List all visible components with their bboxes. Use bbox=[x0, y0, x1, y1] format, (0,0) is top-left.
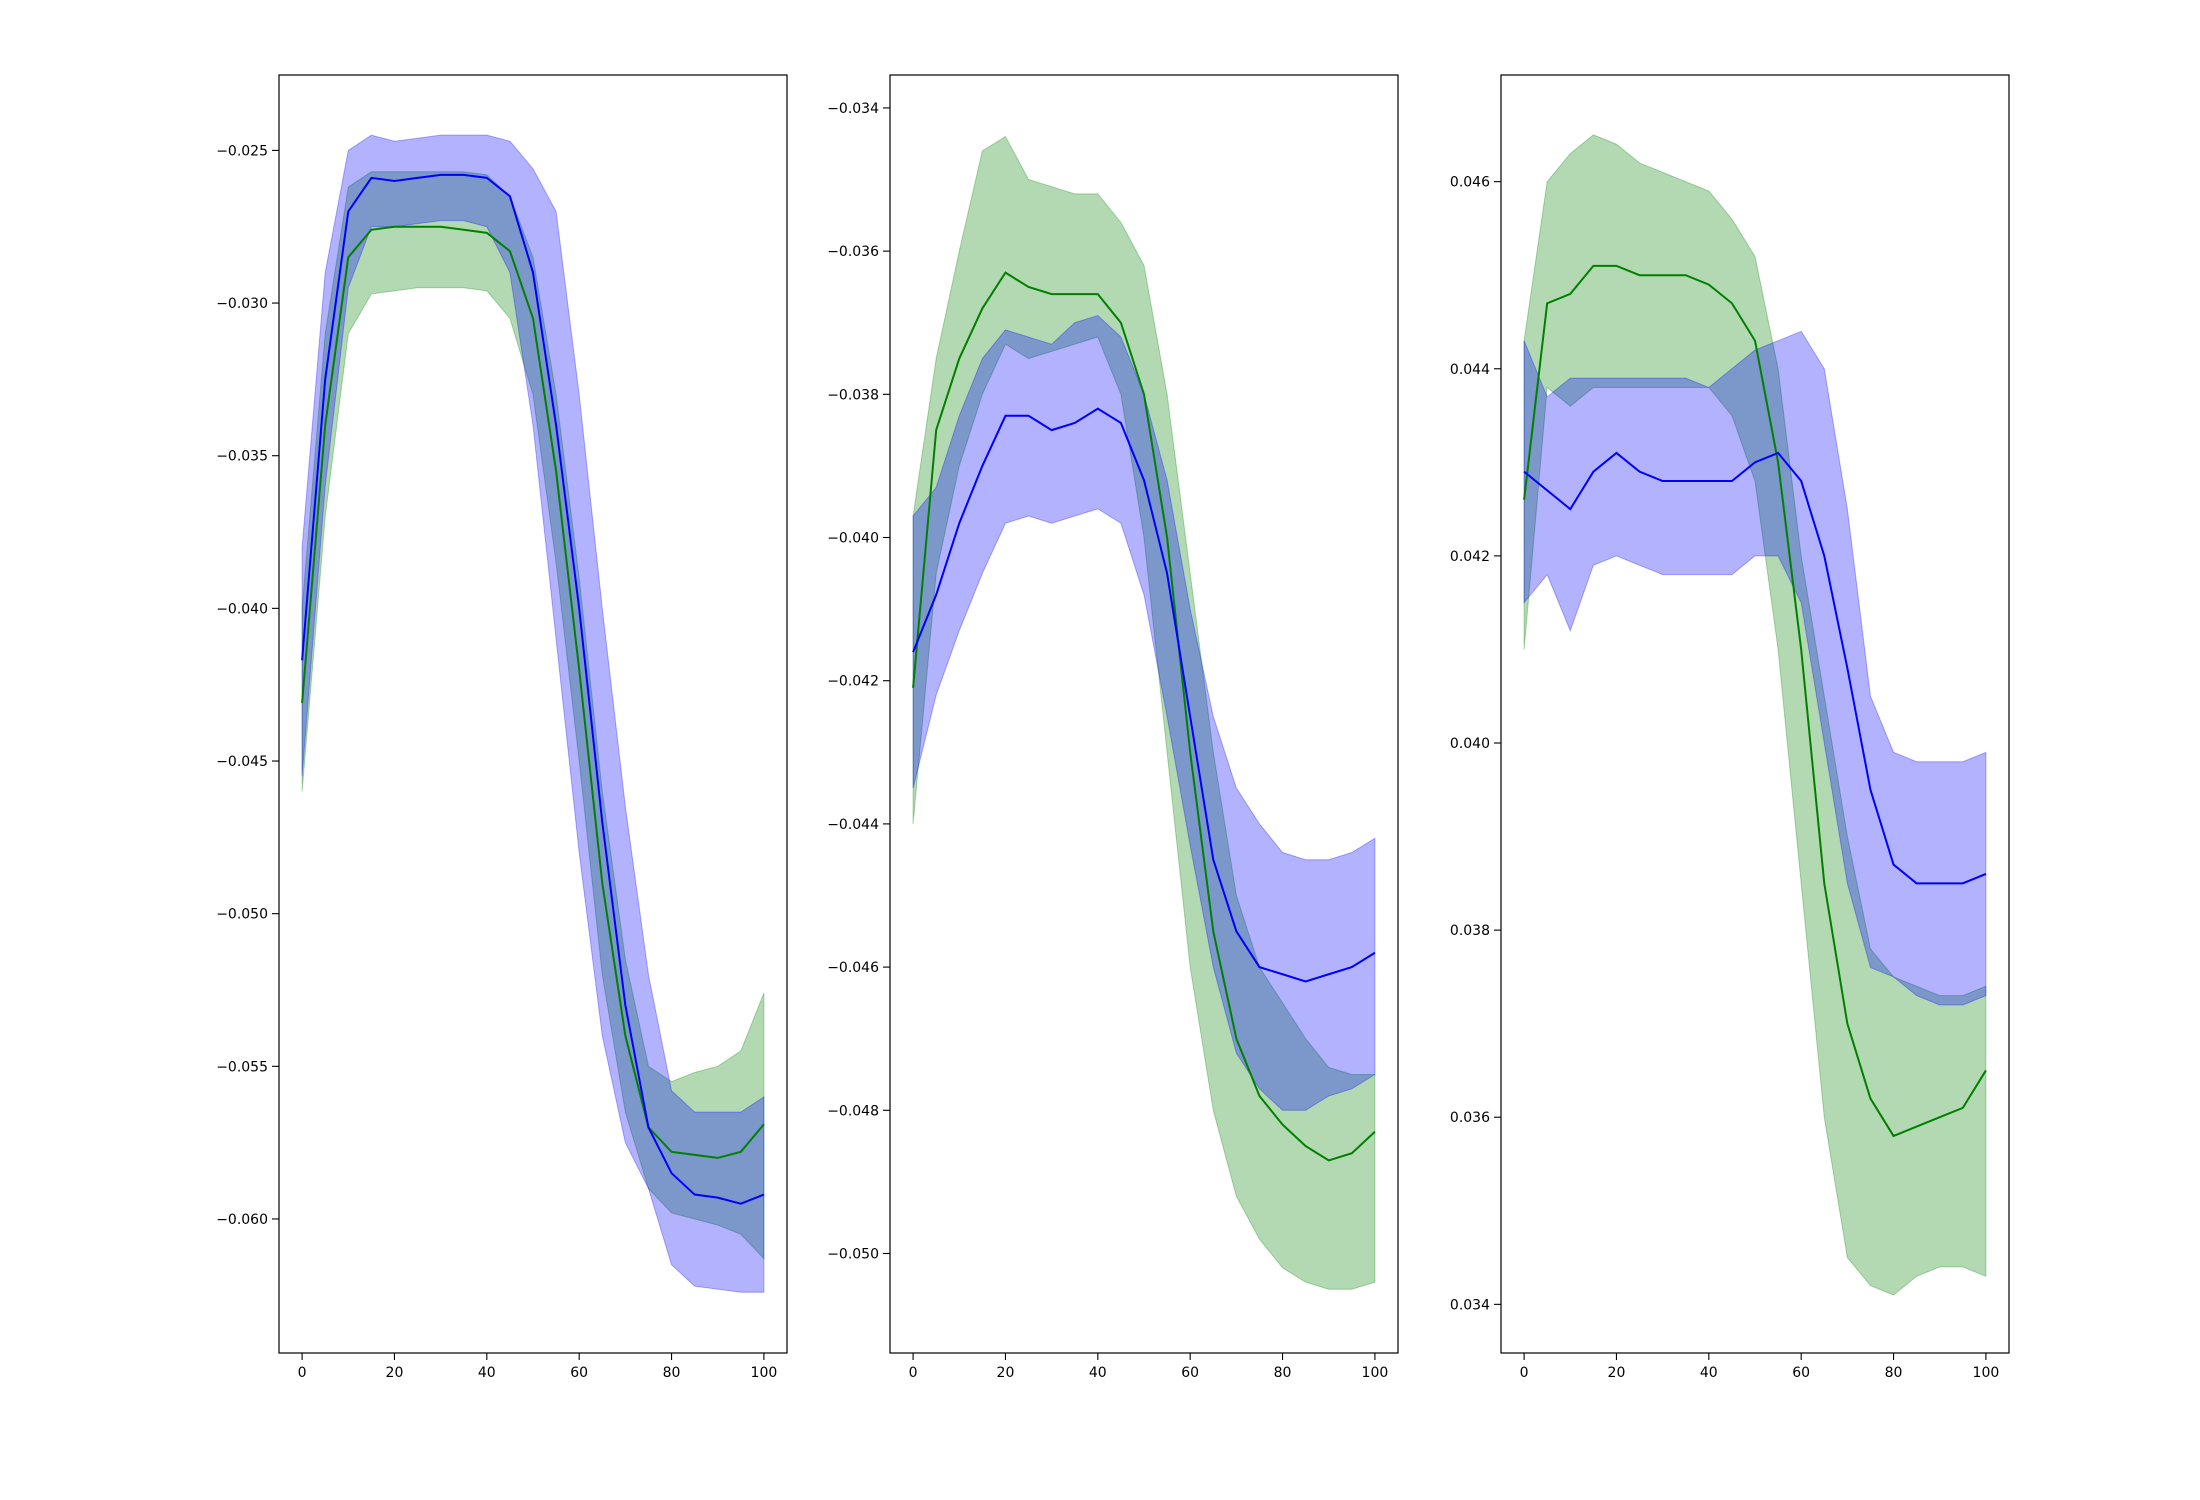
y-tick-label: −0.042 bbox=[827, 674, 879, 690]
confidence-band bbox=[912, 315, 1376, 1111]
axes-frame bbox=[278, 74, 788, 1354]
y-tick-label: 0.046 bbox=[1450, 175, 1490, 191]
y-tick-label: −0.034 bbox=[827, 101, 879, 117]
x-tick-label: 0 bbox=[298, 1365, 307, 1381]
y-tick-label: 0.044 bbox=[1450, 362, 1490, 378]
axes-frame bbox=[1500, 74, 2010, 1354]
y-tick-label: −0.035 bbox=[216, 449, 268, 465]
mean-line bbox=[301, 173, 765, 1205]
y-tick-label: −0.030 bbox=[216, 296, 268, 312]
y-tick-label: −0.055 bbox=[216, 1059, 268, 1075]
x-tick-label: 0 bbox=[1520, 1365, 1529, 1381]
x-tick-label: 80 bbox=[1885, 1365, 1903, 1381]
mean-line bbox=[912, 271, 1376, 1162]
y-tick-label: −0.046 bbox=[827, 960, 879, 976]
y-tick-label: 0.034 bbox=[1450, 1297, 1490, 1313]
confidence-band bbox=[301, 171, 765, 1260]
y-tick-label: −0.044 bbox=[827, 817, 879, 833]
y-tick-label: −0.036 bbox=[827, 244, 879, 260]
y-tick-label: −0.038 bbox=[827, 387, 879, 403]
y-tick-label: −0.060 bbox=[216, 1212, 268, 1228]
subplot: 0 20 40 60 80 100 0.034 0.036 0.038 0.040 0.042 0.0… bbox=[1450, 74, 2010, 1381]
confidence-band bbox=[1523, 134, 1987, 1296]
y-tick-label: 0.038 bbox=[1450, 923, 1490, 939]
y-tick-label: −0.050 bbox=[827, 1246, 879, 1262]
x-tick-label: 20 bbox=[997, 1365, 1015, 1381]
x-tick-label: 100 bbox=[1973, 1365, 2000, 1381]
x-tick-label: 0 bbox=[909, 1365, 918, 1381]
subplot: 0 20 40 60 80 100 −0.060 −0.055 −0.050 −0.045 −0.0… bbox=[216, 74, 788, 1381]
y-tick-label: −0.040 bbox=[216, 601, 268, 617]
x-tick-label: 60 bbox=[570, 1365, 588, 1381]
x-tick-label: 80 bbox=[663, 1365, 681, 1381]
y-tick-label: −0.050 bbox=[216, 907, 268, 923]
x-tick-label: 60 bbox=[1792, 1365, 1810, 1381]
confidence-band bbox=[301, 134, 765, 1293]
subplot: 0 20 40 60 80 100 −0.050 −0.048 −0.046 −0.044 −0.0… bbox=[827, 74, 1399, 1381]
x-tick-label: 60 bbox=[1181, 1365, 1199, 1381]
x-tick-label: 100 bbox=[1362, 1365, 1389, 1381]
y-tick-label: 0.042 bbox=[1450, 549, 1490, 565]
axes-frame bbox=[889, 74, 1399, 1354]
mean-line bbox=[912, 407, 1376, 983]
y-tick-label: −0.040 bbox=[827, 531, 879, 547]
mean-line bbox=[1523, 451, 1987, 885]
y-tick-label: −0.048 bbox=[827, 1103, 879, 1119]
x-tick-label: 40 bbox=[1700, 1365, 1718, 1381]
mean-line bbox=[301, 225, 765, 1159]
x-tick-label: 20 bbox=[386, 1365, 404, 1381]
y-tick-label: −0.025 bbox=[216, 143, 268, 159]
y-tick-label: 0.036 bbox=[1450, 1110, 1490, 1126]
y-tick-label: 0.040 bbox=[1450, 736, 1490, 752]
x-tick-label: 40 bbox=[478, 1365, 496, 1381]
x-tick-label: 80 bbox=[1274, 1365, 1292, 1381]
confidence-band bbox=[912, 135, 1376, 1290]
x-tick-label: 40 bbox=[1089, 1365, 1107, 1381]
confidence-band bbox=[1523, 330, 1987, 1006]
x-tick-label: 20 bbox=[1608, 1365, 1626, 1381]
mean-line bbox=[1523, 264, 1987, 1138]
y-tick-label: −0.045 bbox=[216, 754, 268, 770]
x-tick-label: 100 bbox=[751, 1365, 778, 1381]
